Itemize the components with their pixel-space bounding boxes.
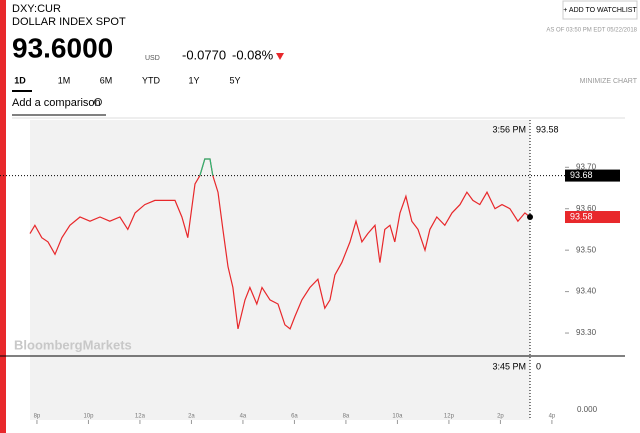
y-tick-label: 93.30: [576, 328, 597, 337]
x-tick-label: 4a: [240, 414, 247, 420]
tab[interactable]: 1Y: [188, 75, 199, 85]
cursor-value: 93.58: [536, 124, 559, 134]
x-tick-label: 12a: [135, 414, 146, 420]
tab[interactable]: 6M: [100, 75, 113, 85]
volume-label: 0.000: [577, 405, 598, 414]
x-tick-label: 10a: [392, 414, 403, 420]
cursor-time: 3:56 PM: [492, 124, 526, 134]
accent-bar: [0, 0, 6, 433]
tab[interactable]: YTD: [142, 75, 161, 85]
search-icon: [94, 98, 102, 106]
x-tick-label: 6a: [291, 414, 298, 420]
watchlist-label[interactable]: + ADD TO WATCHLIST: [563, 7, 637, 14]
minimize[interactable]: MINIMIZE CHART: [580, 78, 638, 85]
x-tick-label: 2a: [188, 414, 195, 420]
last-point: [527, 214, 534, 221]
watchlist-button[interactable]: [562, 0, 638, 20]
change-pct: -0.08%: [232, 47, 274, 62]
x-tick-label: 12p: [444, 414, 455, 420]
x-tick-label: 2p: [497, 414, 504, 420]
previous-close-label: 93.68: [570, 170, 593, 180]
as-of: AS OF 03:50 PM EDT 05/22/2018: [546, 28, 637, 34]
change: -0.0770: [182, 47, 226, 62]
watermark: BloombergMarkets: [14, 337, 132, 352]
cursor-time: 3:45 PM: [492, 361, 526, 371]
x-tick-label: 8p: [34, 414, 41, 420]
y-tick-label: 93.60: [576, 204, 597, 213]
last-box: [565, 211, 620, 224]
tab[interactable]: 1M: [58, 75, 71, 85]
y-tick-label: 93.70: [576, 162, 597, 171]
price: 93.6000: [12, 32, 113, 63]
cursor-value: 0: [536, 361, 541, 371]
down-arrow: [276, 53, 284, 60]
price-line: [29, 158, 531, 330]
y-tick-label: 93.40: [576, 287, 597, 296]
currency: USD: [145, 55, 160, 62]
x-tick-label: 10p: [83, 414, 94, 420]
x-tick-label: 8a: [343, 414, 350, 420]
plot-bg: [30, 120, 530, 420]
last-label: 93.58: [570, 211, 593, 221]
name: DOLLAR INDEX SPOT: [12, 16, 126, 28]
x-tick-label: 4p: [549, 414, 556, 420]
previous-close-box: [565, 169, 620, 182]
y-tick-label: 93.50: [576, 245, 597, 254]
comparison[interactable]: Add a comparison: [12, 97, 101, 109]
tab[interactable]: 5Y: [229, 75, 240, 85]
tab[interactable]: 1D: [14, 75, 26, 85]
ticker: DXY:CUR: [12, 3, 61, 15]
